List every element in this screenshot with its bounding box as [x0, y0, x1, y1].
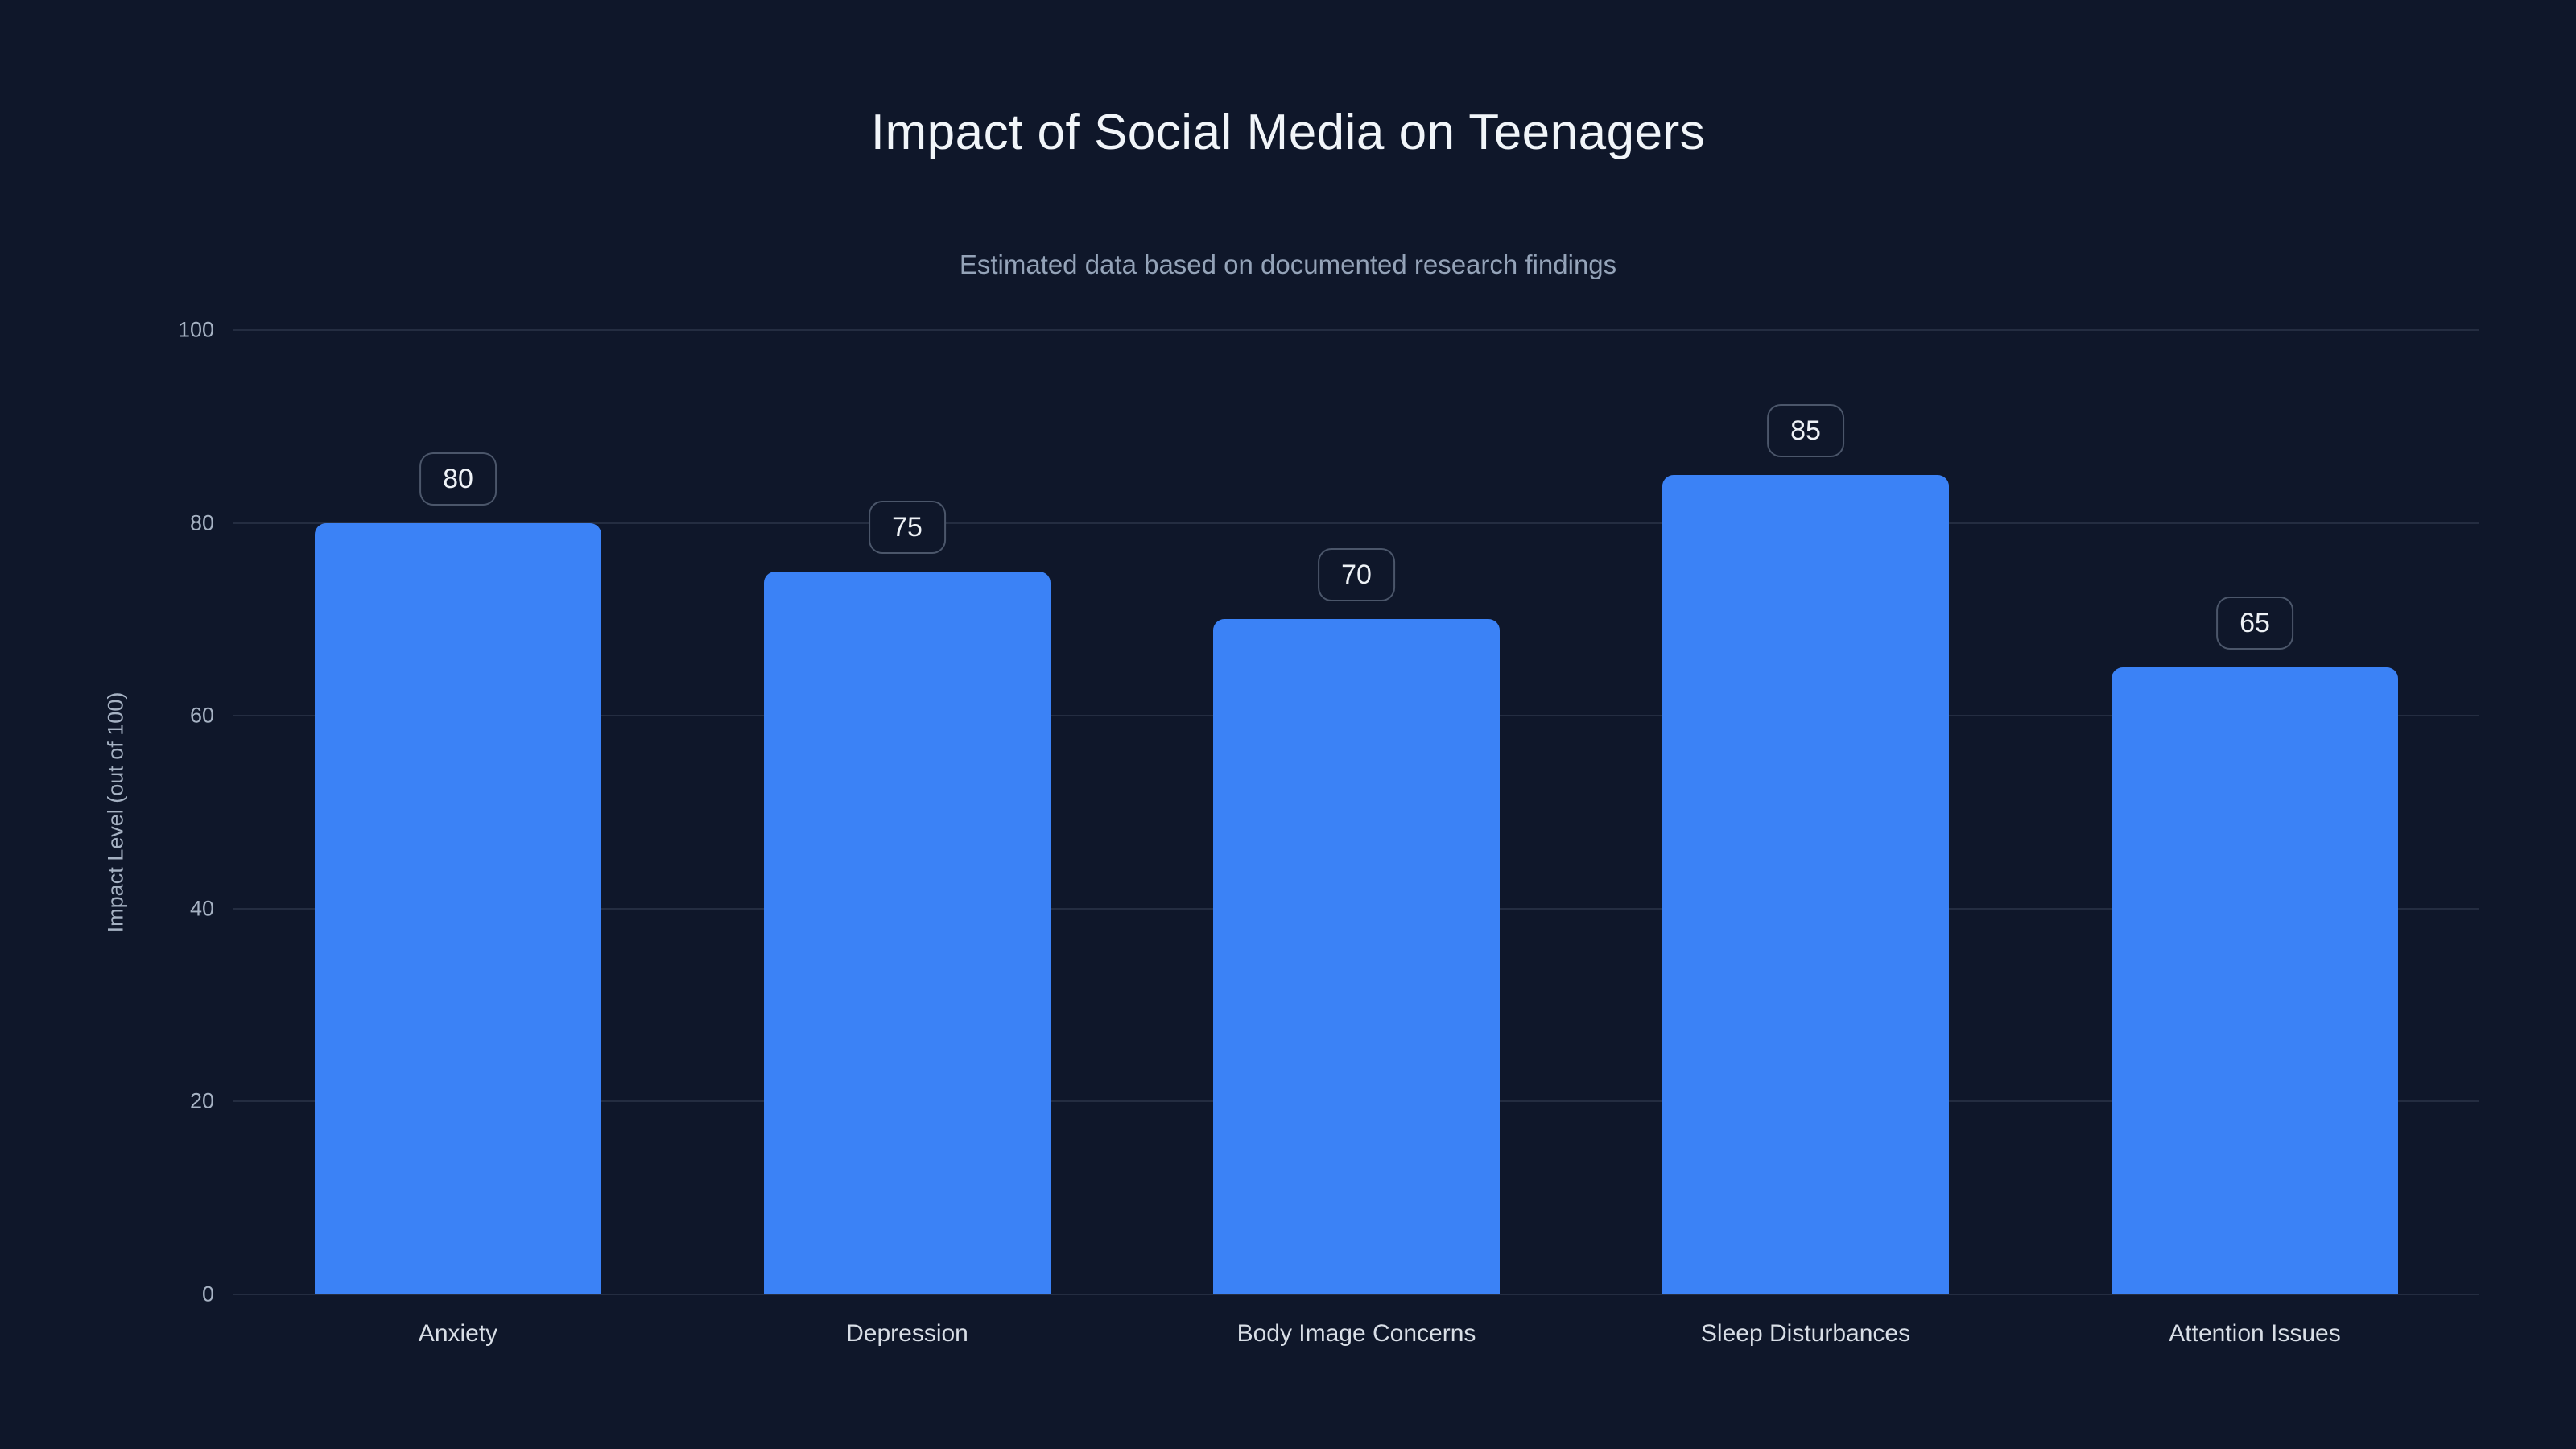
gridline-80 — [233, 522, 2479, 524]
bar-value-badge: 75 — [869, 500, 946, 554]
x-category-label: Sleep Disturbances — [1700, 1320, 1911, 1347]
bar-depression[interactable] — [764, 571, 1051, 1294]
gridline-100 — [233, 329, 2479, 331]
x-category-label: Depression — [846, 1320, 968, 1347]
bar-body-image-concerns[interactable] — [1213, 619, 1500, 1294]
bar-sleep-disturbances[interactable] — [1662, 474, 1949, 1294]
bar-attention-issues[interactable] — [2112, 667, 2398, 1294]
x-category-label: Body Image Concerns — [1236, 1320, 1476, 1347]
chart-subtitle: Estimated data based on documented resea… — [959, 250, 1617, 279]
y-tick-label-80: 80 — [189, 510, 214, 535]
bar-value-badge: 65 — [2216, 597, 2293, 650]
x-category-label: Anxiety — [418, 1320, 498, 1347]
y-tick-label-60: 60 — [189, 703, 214, 728]
bar-chart-plot-area: Impact Level (out of 100) 0 20 40 60 80 100 8… — [104, 318, 2479, 1347]
bars-layer: 80 Anxiety 75 Depression 70 Body Image Concer… — [233, 330, 2479, 1347]
bar-value-badge: 80 — [419, 452, 497, 506]
y-tick-label-0: 0 — [201, 1282, 214, 1307]
y-axis-label: Impact Level (out of 100) — [103, 691, 128, 933]
y-tick-label-100: 100 — [177, 317, 214, 342]
x-category-label: Attention Issues — [2169, 1320, 2341, 1347]
bar-value-badge: 85 — [1767, 403, 1844, 457]
y-tick-label-20: 20 — [189, 1088, 214, 1113]
gridline-0 — [233, 1294, 2479, 1295]
y-tick-label-40: 40 — [189, 896, 214, 921]
chart-title: Impact of Social Media on Teenagers — [870, 105, 1706, 160]
bar-anxiety[interactable] — [315, 522, 601, 1294]
bar-value-badge: 70 — [1318, 548, 1395, 602]
